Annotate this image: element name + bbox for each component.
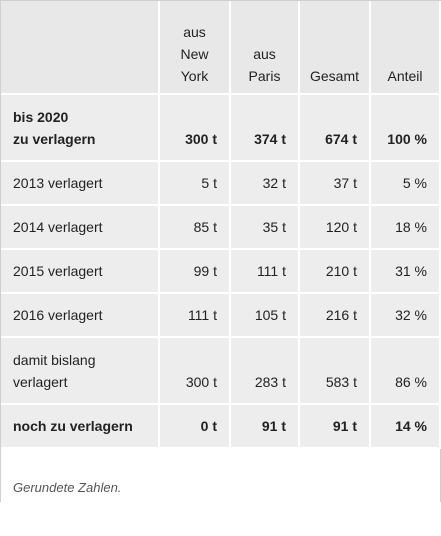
header-anteil: Anteil	[370, 1, 441, 95]
table-row: bis 2020 zu verlagern 300 t 374 t 674 t …	[1, 94, 441, 162]
cell-gesamt: 583 t	[299, 337, 371, 405]
cell-anteil: 100 %	[370, 94, 441, 162]
cell-paris: 35 t	[230, 205, 300, 250]
cell-paris: 111 t	[230, 249, 300, 294]
cell-gesamt: 120 t	[299, 205, 371, 250]
cell-gesamt: 674 t	[299, 94, 371, 162]
header-new-york-label: aus New York	[180, 24, 209, 84]
cell-paris: 374 t	[230, 94, 300, 162]
table-row: 2016 verlagert 111 t 105 t 216 t 32 %	[1, 293, 441, 338]
header-paris: aus Paris	[230, 1, 300, 95]
cell-paris: 32 t	[230, 161, 300, 206]
table-row: damit bislang verlagert 300 t 283 t 583 …	[1, 337, 441, 405]
cell-gesamt: 91 t	[299, 404, 371, 449]
cell-new-york: 0 t	[159, 404, 231, 449]
table-row: 2014 verlagert 85 t 35 t 120 t 18 %	[1, 205, 441, 250]
header-new-york: aus New York	[159, 1, 231, 95]
table-row: 2013 verlagert 5 t 32 t 37 t 5 %	[1, 161, 441, 206]
cell-new-york: 99 t	[159, 249, 231, 294]
table-row: 2015 verlagert 99 t 111 t 210 t 31 %	[1, 249, 441, 294]
cell-anteil: 86 %	[370, 337, 441, 405]
cell-anteil: 31 %	[370, 249, 441, 294]
cell-paris: 91 t	[230, 404, 300, 449]
gold-transfer-table-panel: aus New York aus Paris Gesamt Anteil bis…	[0, 0, 441, 502]
cell-paris: 105 t	[230, 293, 300, 338]
footnote: Gerundete Zahlen.	[1, 449, 440, 536]
cell-new-york: 300 t	[159, 337, 231, 405]
cell-new-york: 85 t	[159, 205, 231, 250]
table-header-row: aus New York aus Paris Gesamt Anteil	[1, 1, 441, 95]
header-paris-label: aus Paris	[248, 46, 281, 84]
cell-anteil: 5 %	[370, 161, 441, 206]
header-empty	[1, 1, 160, 95]
cell-gesamt: 210 t	[299, 249, 371, 294]
row-label: bis 2020 zu verlagern	[1, 94, 160, 162]
row-label: 2013 verlagert	[1, 161, 160, 206]
cell-anteil: 14 %	[370, 404, 441, 449]
row-label: 2016 verlagert	[1, 293, 160, 338]
gold-transfer-table: aus New York aus Paris Gesamt Anteil bis…	[1, 1, 441, 449]
row-label: noch zu verlagern	[1, 404, 160, 449]
cell-paris: 283 t	[230, 337, 300, 405]
row-label: 2015 verlagert	[1, 249, 160, 294]
cell-anteil: 18 %	[370, 205, 441, 250]
cell-new-york: 111 t	[159, 293, 231, 338]
cell-new-york: 5 t	[159, 161, 231, 206]
cell-gesamt: 216 t	[299, 293, 371, 338]
cell-anteil: 32 %	[370, 293, 441, 338]
row-label: 2014 verlagert	[1, 205, 160, 250]
cell-gesamt: 37 t	[299, 161, 371, 206]
table-row: noch zu verlagern 0 t 91 t 91 t 14 %	[1, 404, 441, 449]
row-label: damit bislang verlagert	[1, 337, 160, 405]
cell-new-york: 300 t	[159, 94, 231, 162]
header-gesamt: Gesamt	[299, 1, 371, 95]
